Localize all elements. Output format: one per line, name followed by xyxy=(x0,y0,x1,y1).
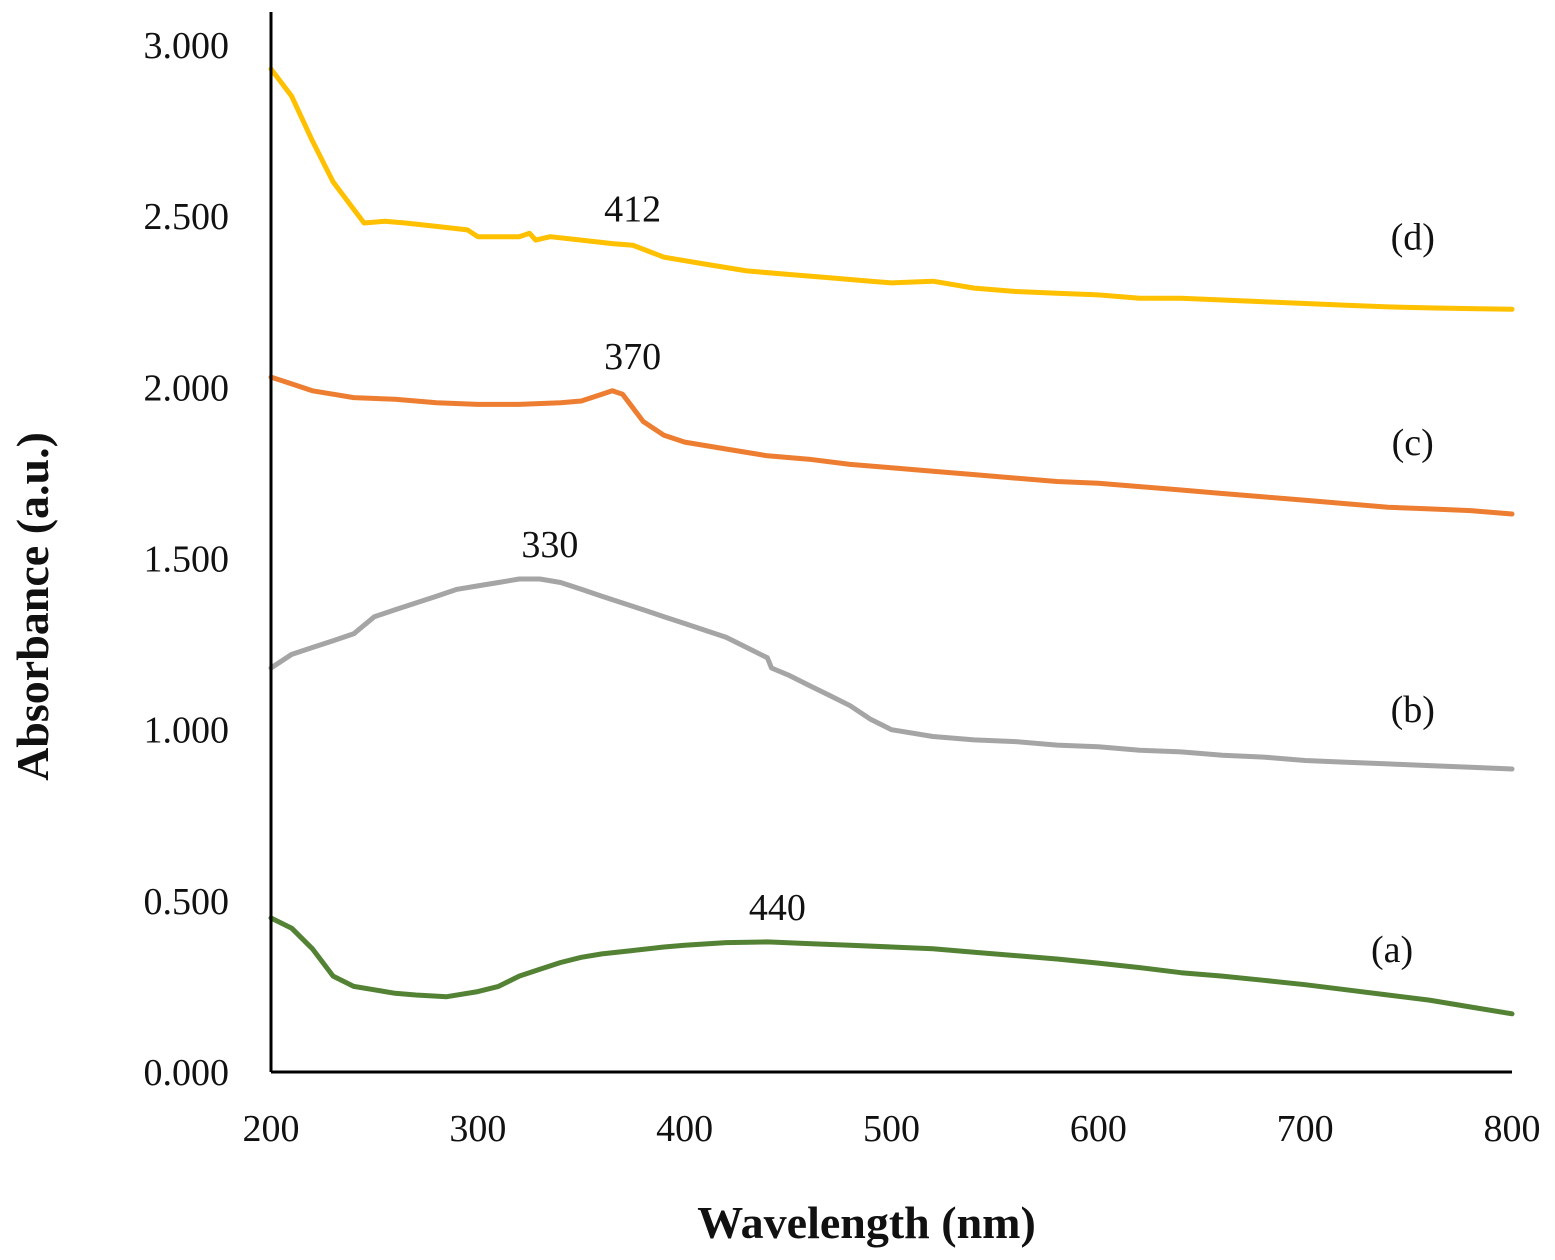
peak-label: 330 xyxy=(521,524,578,566)
series-layer xyxy=(268,66,1515,1017)
y-tick-label: 2.000 xyxy=(144,367,230,409)
x-tick-label: 600 xyxy=(1070,1108,1127,1150)
x-tick-label: 200 xyxy=(243,1108,300,1150)
series-label: (b) xyxy=(1391,689,1435,731)
y-tick-label: 1.500 xyxy=(144,539,230,581)
x-axis-title: Wavelength (nm) xyxy=(697,1197,1036,1248)
y-tick-label: 0.500 xyxy=(144,881,230,923)
y-tick-label: 0.000 xyxy=(144,1052,230,1094)
series-label: (c) xyxy=(1392,422,1434,464)
series-label: (a) xyxy=(1371,929,1413,971)
peak-label: 370 xyxy=(604,336,661,378)
x-tick-label: 700 xyxy=(1277,1108,1334,1150)
series-line-a xyxy=(268,915,1515,1017)
y-tick-labels: 0.000 0.500 1.000 1.500 2.000 2.500 3.000 xyxy=(144,25,230,1094)
series-line-c xyxy=(268,374,1515,517)
series-line-b xyxy=(268,576,1515,772)
x-tick-label: 300 xyxy=(449,1108,506,1150)
y-tick-label: 1.000 xyxy=(144,710,230,752)
x-tick-labels: 200 300 400 500 600 700 800 xyxy=(243,1108,1541,1150)
x-tick-label: 800 xyxy=(1484,1108,1541,1150)
x-tick-label: 500 xyxy=(863,1108,920,1150)
x-tick-label: 400 xyxy=(656,1108,713,1150)
annotation-layer: 440 330 370 412 (a) (b) (c) (d) xyxy=(521,189,1434,971)
peak-label: 412 xyxy=(604,189,661,231)
series-label: (d) xyxy=(1391,217,1435,259)
y-tick-label: 3.000 xyxy=(144,25,230,67)
series-line-d xyxy=(268,66,1515,312)
peak-label: 440 xyxy=(749,887,806,929)
y-tick-label: 2.500 xyxy=(144,196,230,238)
y-axis-title: Absorbance (a.u.) xyxy=(7,432,58,781)
